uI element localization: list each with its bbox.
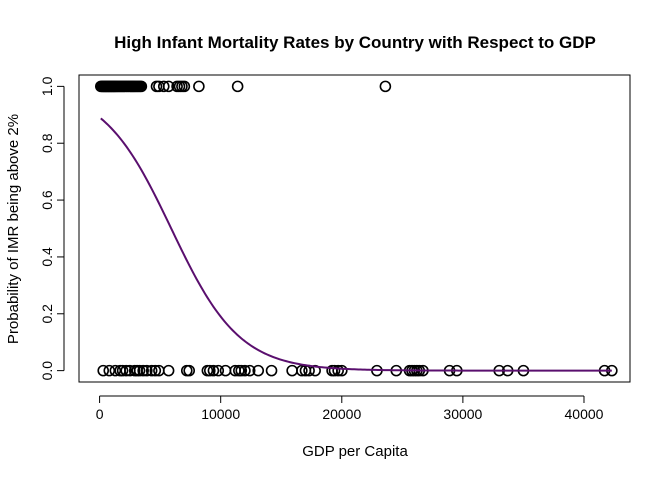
data-point bbox=[207, 364, 220, 377]
data-point bbox=[328, 364, 341, 377]
x-tick-label: 40000 bbox=[565, 406, 604, 422]
data-point bbox=[162, 364, 175, 377]
data-point bbox=[193, 80, 205, 93]
data-point bbox=[103, 364, 116, 377]
y-tick-label: 0.4 bbox=[39, 247, 55, 267]
y-tick-label: 0.8 bbox=[39, 133, 55, 153]
data-point bbox=[212, 364, 225, 377]
y-axis-label: Probability of IMR being above 2% bbox=[5, 114, 22, 344]
data-point bbox=[183, 364, 195, 377]
data-point bbox=[178, 80, 191, 93]
plot-frame bbox=[78, 74, 631, 383]
data-point bbox=[162, 80, 175, 93]
data-point bbox=[137, 364, 149, 377]
x-tick-label: 10000 bbox=[201, 406, 240, 422]
data-points bbox=[94, 80, 618, 377]
data-point bbox=[97, 364, 110, 377]
x-tick-label: 20000 bbox=[322, 406, 361, 422]
data-point bbox=[141, 364, 153, 377]
data-point bbox=[296, 364, 308, 377]
y-tick-label: 1.0 bbox=[39, 76, 55, 96]
chart-title: High Infant Mortality Rates by Country w… bbox=[114, 33, 596, 52]
y-tick-label: 0.0 bbox=[39, 361, 55, 381]
x-tick-label: 0 bbox=[96, 406, 104, 422]
x-tick-label: 30000 bbox=[443, 406, 482, 422]
data-point bbox=[116, 364, 129, 377]
data-point bbox=[239, 364, 251, 377]
x-axis: 0 10000 20000 30000 40000 bbox=[96, 395, 604, 422]
data-point bbox=[335, 364, 348, 377]
data-point bbox=[120, 364, 133, 377]
data-point bbox=[157, 80, 170, 93]
logistic-fit-curve bbox=[100, 117, 612, 372]
data-point bbox=[243, 364, 256, 377]
data-point bbox=[231, 80, 244, 93]
data-point bbox=[332, 364, 344, 377]
y-tick-label: 0.2 bbox=[39, 304, 55, 324]
data-point bbox=[149, 364, 162, 377]
y-tick-label: 0.6 bbox=[39, 190, 55, 210]
data-point bbox=[286, 364, 298, 377]
data-point bbox=[219, 364, 232, 377]
data-point bbox=[135, 80, 148, 93]
x-axis-label: GDP per Capita bbox=[302, 443, 408, 460]
data-point bbox=[203, 364, 216, 377]
data-point bbox=[235, 364, 248, 377]
data-point bbox=[109, 364, 122, 377]
data-point bbox=[379, 80, 392, 93]
data-point bbox=[252, 364, 265, 377]
y-axis: 0.0 0.2 0.4 0.6 0.8 1.0 bbox=[39, 76, 65, 381]
data-point bbox=[145, 364, 158, 377]
data-point bbox=[133, 364, 146, 377]
data-point bbox=[265, 364, 278, 377]
